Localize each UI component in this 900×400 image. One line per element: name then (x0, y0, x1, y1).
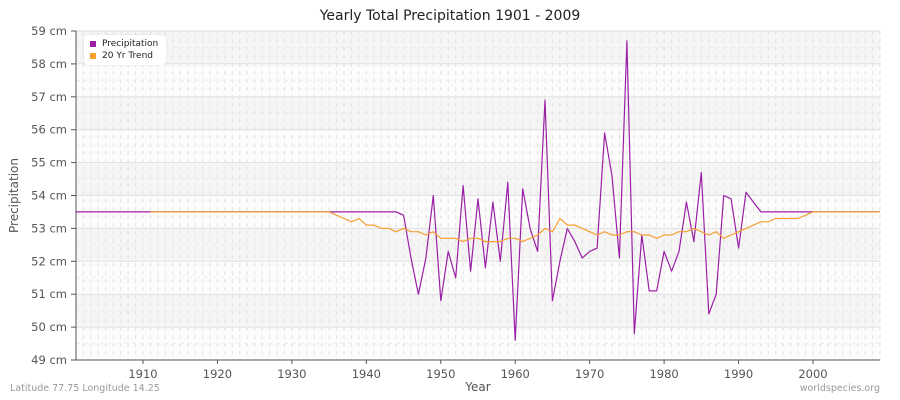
legend-item-precipitation: Precipitation (90, 38, 158, 50)
precipitation-swatch-icon (90, 41, 96, 47)
svg-text:49 cm: 49 cm (31, 353, 67, 367)
svg-text:55 cm: 55 cm (31, 156, 67, 170)
footer-coordinates: Latitude 77.75 Longitude 14.25 (10, 383, 160, 394)
svg-text:53 cm: 53 cm (31, 221, 67, 235)
legend: Precipitation 20 Yr Trend (84, 35, 167, 65)
svg-text:50 cm: 50 cm (31, 320, 67, 334)
svg-text:1960: 1960 (501, 367, 530, 381)
svg-text:51 cm: 51 cm (31, 287, 67, 301)
svg-text:54 cm: 54 cm (31, 189, 67, 203)
chart-title: Yearly Total Precipitation 1901 - 2009 (319, 8, 581, 24)
svg-text:2000: 2000 (798, 367, 827, 381)
svg-text:52 cm: 52 cm (31, 254, 67, 268)
svg-text:1930: 1930 (277, 367, 306, 381)
svg-text:1970: 1970 (575, 367, 604, 381)
svg-text:58 cm: 58 cm (31, 57, 67, 71)
svg-text:1980: 1980 (649, 367, 678, 381)
svg-text:Precipitation: Precipitation (7, 158, 21, 233)
svg-text:1910: 1910 (128, 367, 157, 381)
trend-swatch-icon (90, 53, 96, 59)
svg-text:56 cm: 56 cm (31, 123, 67, 137)
svg-text:1920: 1920 (203, 367, 232, 381)
svg-text:1950: 1950 (426, 367, 455, 381)
svg-text:57 cm: 57 cm (31, 90, 67, 104)
svg-text:59 cm: 59 cm (31, 24, 67, 38)
legend-item-trend: 20 Yr Trend (90, 50, 158, 62)
footer-source: worldspecies.org (799, 383, 880, 394)
svg-text:1940: 1940 (352, 367, 381, 381)
svg-text:Year: Year (464, 380, 490, 394)
svg-text:1990: 1990 (724, 367, 753, 381)
